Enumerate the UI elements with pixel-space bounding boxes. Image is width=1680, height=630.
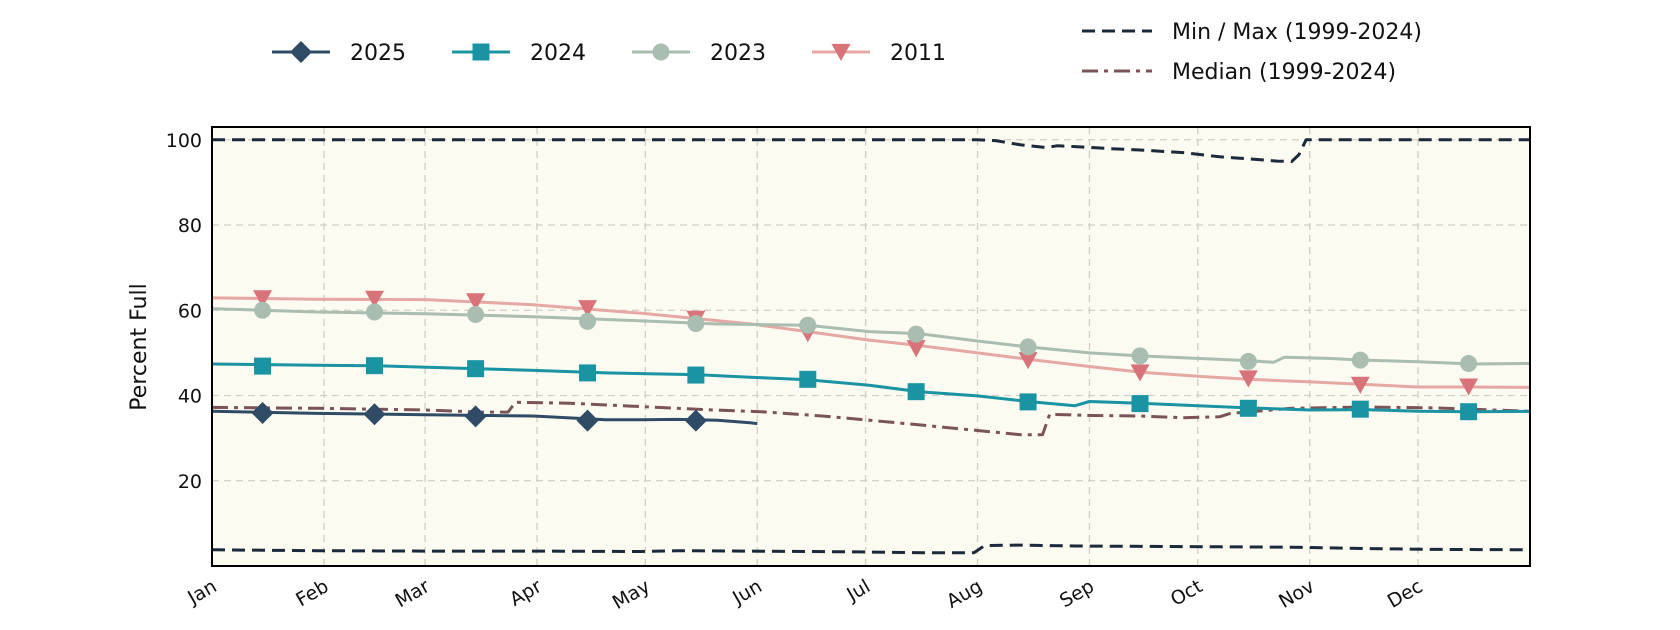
marker-2023-10 [1351,351,1369,369]
y-tick-label-80: 80 [178,215,202,237]
marker-2011-6 [906,340,926,358]
legend-item-2025: 2025 [272,41,406,66]
x-tick-label-oct: Oct [1167,575,1206,610]
marker-2024-10 [1351,400,1369,418]
legend-marker-2025 [290,41,312,63]
marker-2024-8 [1131,395,1149,413]
marker-2023-1 [365,303,383,321]
marker-2023-2 [467,306,485,324]
legend: 2025 2024 2023 2011 Min / Max (1999-2024) Med… [272,20,1422,85]
marker-2025-1 [363,403,386,426]
marker-2025-3 [576,409,599,432]
marker-2023-0 [254,301,272,319]
x-tick-label-dec: Dec [1384,575,1427,612]
y-tick-label-20: 20 [178,471,202,493]
x-tick-label-mar: Mar [391,575,433,612]
marker-2011-1 [364,290,384,308]
marker-2024-9 [1239,399,1257,417]
marker-2011-0 [253,290,273,308]
marker-2023-5 [799,316,817,334]
plot-frame [211,126,1531,567]
x-tick-label-jul: Jul [842,575,874,606]
legend-item-2024: 2024 [452,41,586,66]
y-tick-label-100: 100 [166,130,202,152]
x-tick-label-nov: Nov [1275,575,1318,613]
marker-2024-6 [907,383,925,401]
marker-2011-9 [1238,370,1258,388]
marker-2024-1 [365,357,383,375]
marker-2023-8 [1131,347,1149,365]
legend-label-min-max-1999-2024: Min / Max (1999-2024) [1172,20,1422,45]
legend-label-2025: 2025 [350,41,406,66]
marker-2011-8 [1130,364,1150,382]
marker-2024-5 [799,370,817,388]
series-median-1999-2024 [211,400,1531,437]
marker-2023-6 [907,325,925,343]
marker-2023-9 [1239,352,1257,370]
x-tick-label-jan: Jan [183,575,220,609]
marker-2023-4 [687,314,705,332]
y-tick-label-40: 40 [178,386,202,408]
marker-2024-0 [254,357,272,375]
marker-2024-3 [579,364,597,382]
marker-2023-11 [1460,355,1478,373]
series-line-2024-0 [211,362,1531,414]
marker-2011-11 [1459,378,1479,396]
x-tick-label-feb: Feb [292,575,332,611]
marker-2024-2 [467,360,485,378]
series-line-min-max-1999-2024-1 [211,543,1531,555]
marker-2025-4 [684,409,707,432]
grid [212,127,1530,566]
x-tick-label-may: May [609,575,654,614]
series-2024 [211,357,1531,421]
legend-label-median-1999-2024: Median (1999-2024) [1172,60,1396,85]
series-2023 [211,301,1531,373]
legend-label-2024: 2024 [530,41,586,66]
legend-label-2023: 2023 [710,41,766,66]
legend-item-median-1999-2024: Median (1999-2024) [1082,60,1396,85]
legend-marker-2011 [831,43,851,62]
marker-2011-10 [1350,376,1370,394]
legend-marker-2024 [472,43,490,61]
marker-2024-7 [1019,393,1037,411]
legend-item-2023: 2023 [632,41,766,66]
legend-item-2011: 2011 [812,41,946,66]
series-2011 [211,290,1531,396]
y-axis: 20 40 60 80 100 [166,130,202,493]
marker-2025-0 [251,401,274,424]
x-tick-label-jun: Jun [728,575,766,609]
x-axis: Jan Feb Mar Apr May Jun Jul Aug Sep Oct Nov Dec [183,575,1426,614]
marker-2024-4 [687,366,705,384]
x-tick-label-aug: Aug [943,575,986,613]
series-line-median-1999-2024-0 [211,400,1531,437]
marker-2011-3 [578,300,598,318]
x-tick-label-sep: Sep [1056,575,1098,612]
series-2025 [211,401,758,432]
series-min-max-1999-2024 [211,138,1531,555]
plot-background [212,127,1530,566]
legend-marker-2023 [652,43,670,61]
marker-2025-2 [464,405,487,428]
marker-2023-7 [1019,338,1037,356]
legend-label-2011: 2011 [890,41,946,66]
legend-item-min-max-1999-2024: Min / Max (1999-2024) [1082,20,1422,45]
marker-2011-2 [466,293,486,311]
marker-2011-7 [1018,352,1038,370]
series-layer [211,138,1531,555]
y-axis-label: Percent Full [127,283,152,410]
x-tick-label-apr: Apr [506,575,546,611]
series-line-min-max-1999-2024-0 [212,138,1530,163]
marker-2024-11 [1460,403,1478,421]
y-tick-label-60: 60 [178,300,202,322]
marker-2023-3 [579,312,597,330]
